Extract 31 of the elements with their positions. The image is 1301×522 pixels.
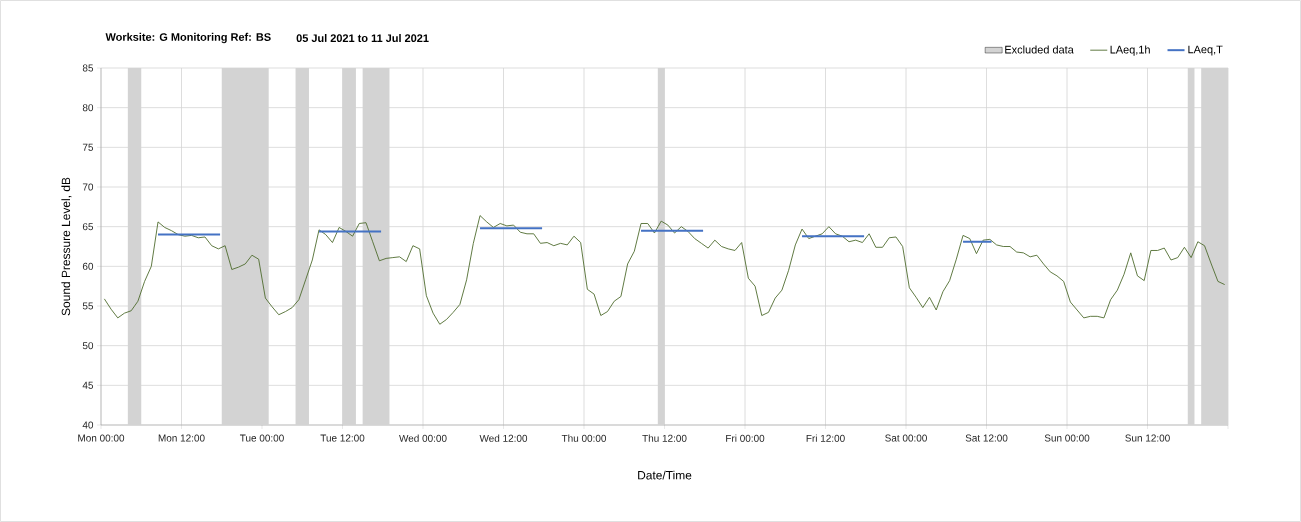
x-axis-title: Date/Time [638,470,692,480]
x-tick-label: Mon 12:00 [158,434,205,442]
x-tick-label: Mon 00:00 [78,434,125,442]
x-tick-label: Thu 00:00 [561,434,607,442]
y-tick-label: 45 [82,381,94,389]
y-tick-label: 70 [82,183,94,191]
y-tick-label: 50 [82,342,94,350]
y-tick-label: 80 [82,104,94,112]
y-tick-label: 40 [82,421,94,429]
x-tick-label: Tue 12:00 [320,434,365,442]
y-axis-title: Sound Pressure Level, dB [61,177,72,316]
x-tick-label: Fri 00:00 [726,434,765,442]
legend-label: Excluded data [1005,45,1074,54]
x-tick-label: Sun 12:00 [1125,434,1170,442]
chart-title: Worksite: G Monitoring Ref: BS [105,32,271,44]
x-tick-label: Sun 00:00 [1044,434,1090,442]
legend-label: LAeq,T [1188,45,1223,56]
x-tick-label: Wed 00:00 [399,434,447,442]
legend-label: LAeq,1h [1110,45,1150,56]
x-tick-label: Sat 00:00 [885,434,927,442]
x-tick-label: Fri 12:00 [806,434,845,442]
y-tick-label: 60 [82,262,94,270]
y-tick-label: 85 [82,64,94,72]
y-tick-label: 65 [82,223,94,231]
y-tick-label: 55 [82,302,94,310]
x-tick-label: Thu 12:00 [642,434,687,442]
chart-subtitle: 05 Jul 2021 to 11 Jul 2021 [296,33,429,43]
x-tick-label: Wed 12:00 [479,434,528,442]
y-tick-label: 75 [82,143,94,151]
x-tick-label: Tue 00:00 [239,434,284,442]
x-tick-label: Sat 12:00 [965,434,1008,442]
